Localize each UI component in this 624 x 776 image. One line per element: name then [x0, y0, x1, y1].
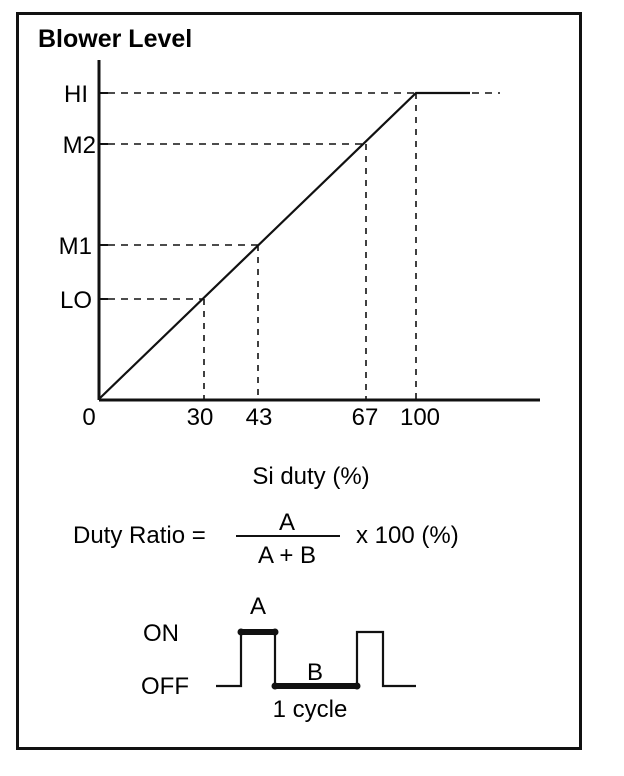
pulse-a-end-dot	[271, 628, 279, 636]
x-axis-label: Si duty (%)	[252, 463, 369, 490]
x-tick-0: 0	[82, 404, 95, 431]
waveform-a-label: A	[250, 593, 266, 620]
blower-characteristic-line	[98, 91, 470, 400]
y-label-lo: LO	[60, 287, 92, 314]
pulse-a-start-dot	[237, 628, 245, 636]
waveform-on-label: ON	[143, 620, 179, 647]
formula-numerator: A	[279, 509, 295, 536]
x-tick-67: 67	[352, 404, 379, 431]
diagram-title: Blower Level	[38, 25, 192, 53]
y-label-m1: M1	[59, 233, 92, 260]
waveform-off-label: OFF	[141, 673, 189, 700]
pulse-b-start-dot	[271, 682, 279, 690]
pulse-b-end-dot	[353, 682, 361, 690]
formula-left: Duty Ratio =	[73, 522, 206, 549]
formula-denominator: A + B	[258, 542, 316, 569]
formula-right: x 100 (%)	[356, 522, 459, 549]
y-label-m2: M2	[63, 132, 96, 159]
waveform-cycle-label: 1 cycle	[273, 696, 348, 723]
waveform-b-label: B	[307, 659, 323, 686]
x-tick-30: 30	[187, 404, 214, 431]
y-label-hi: HI	[64, 81, 88, 108]
diagram-frame	[16, 12, 582, 750]
x-tick-43: 43	[246, 404, 273, 431]
x-tick-100: 100	[400, 404, 440, 431]
